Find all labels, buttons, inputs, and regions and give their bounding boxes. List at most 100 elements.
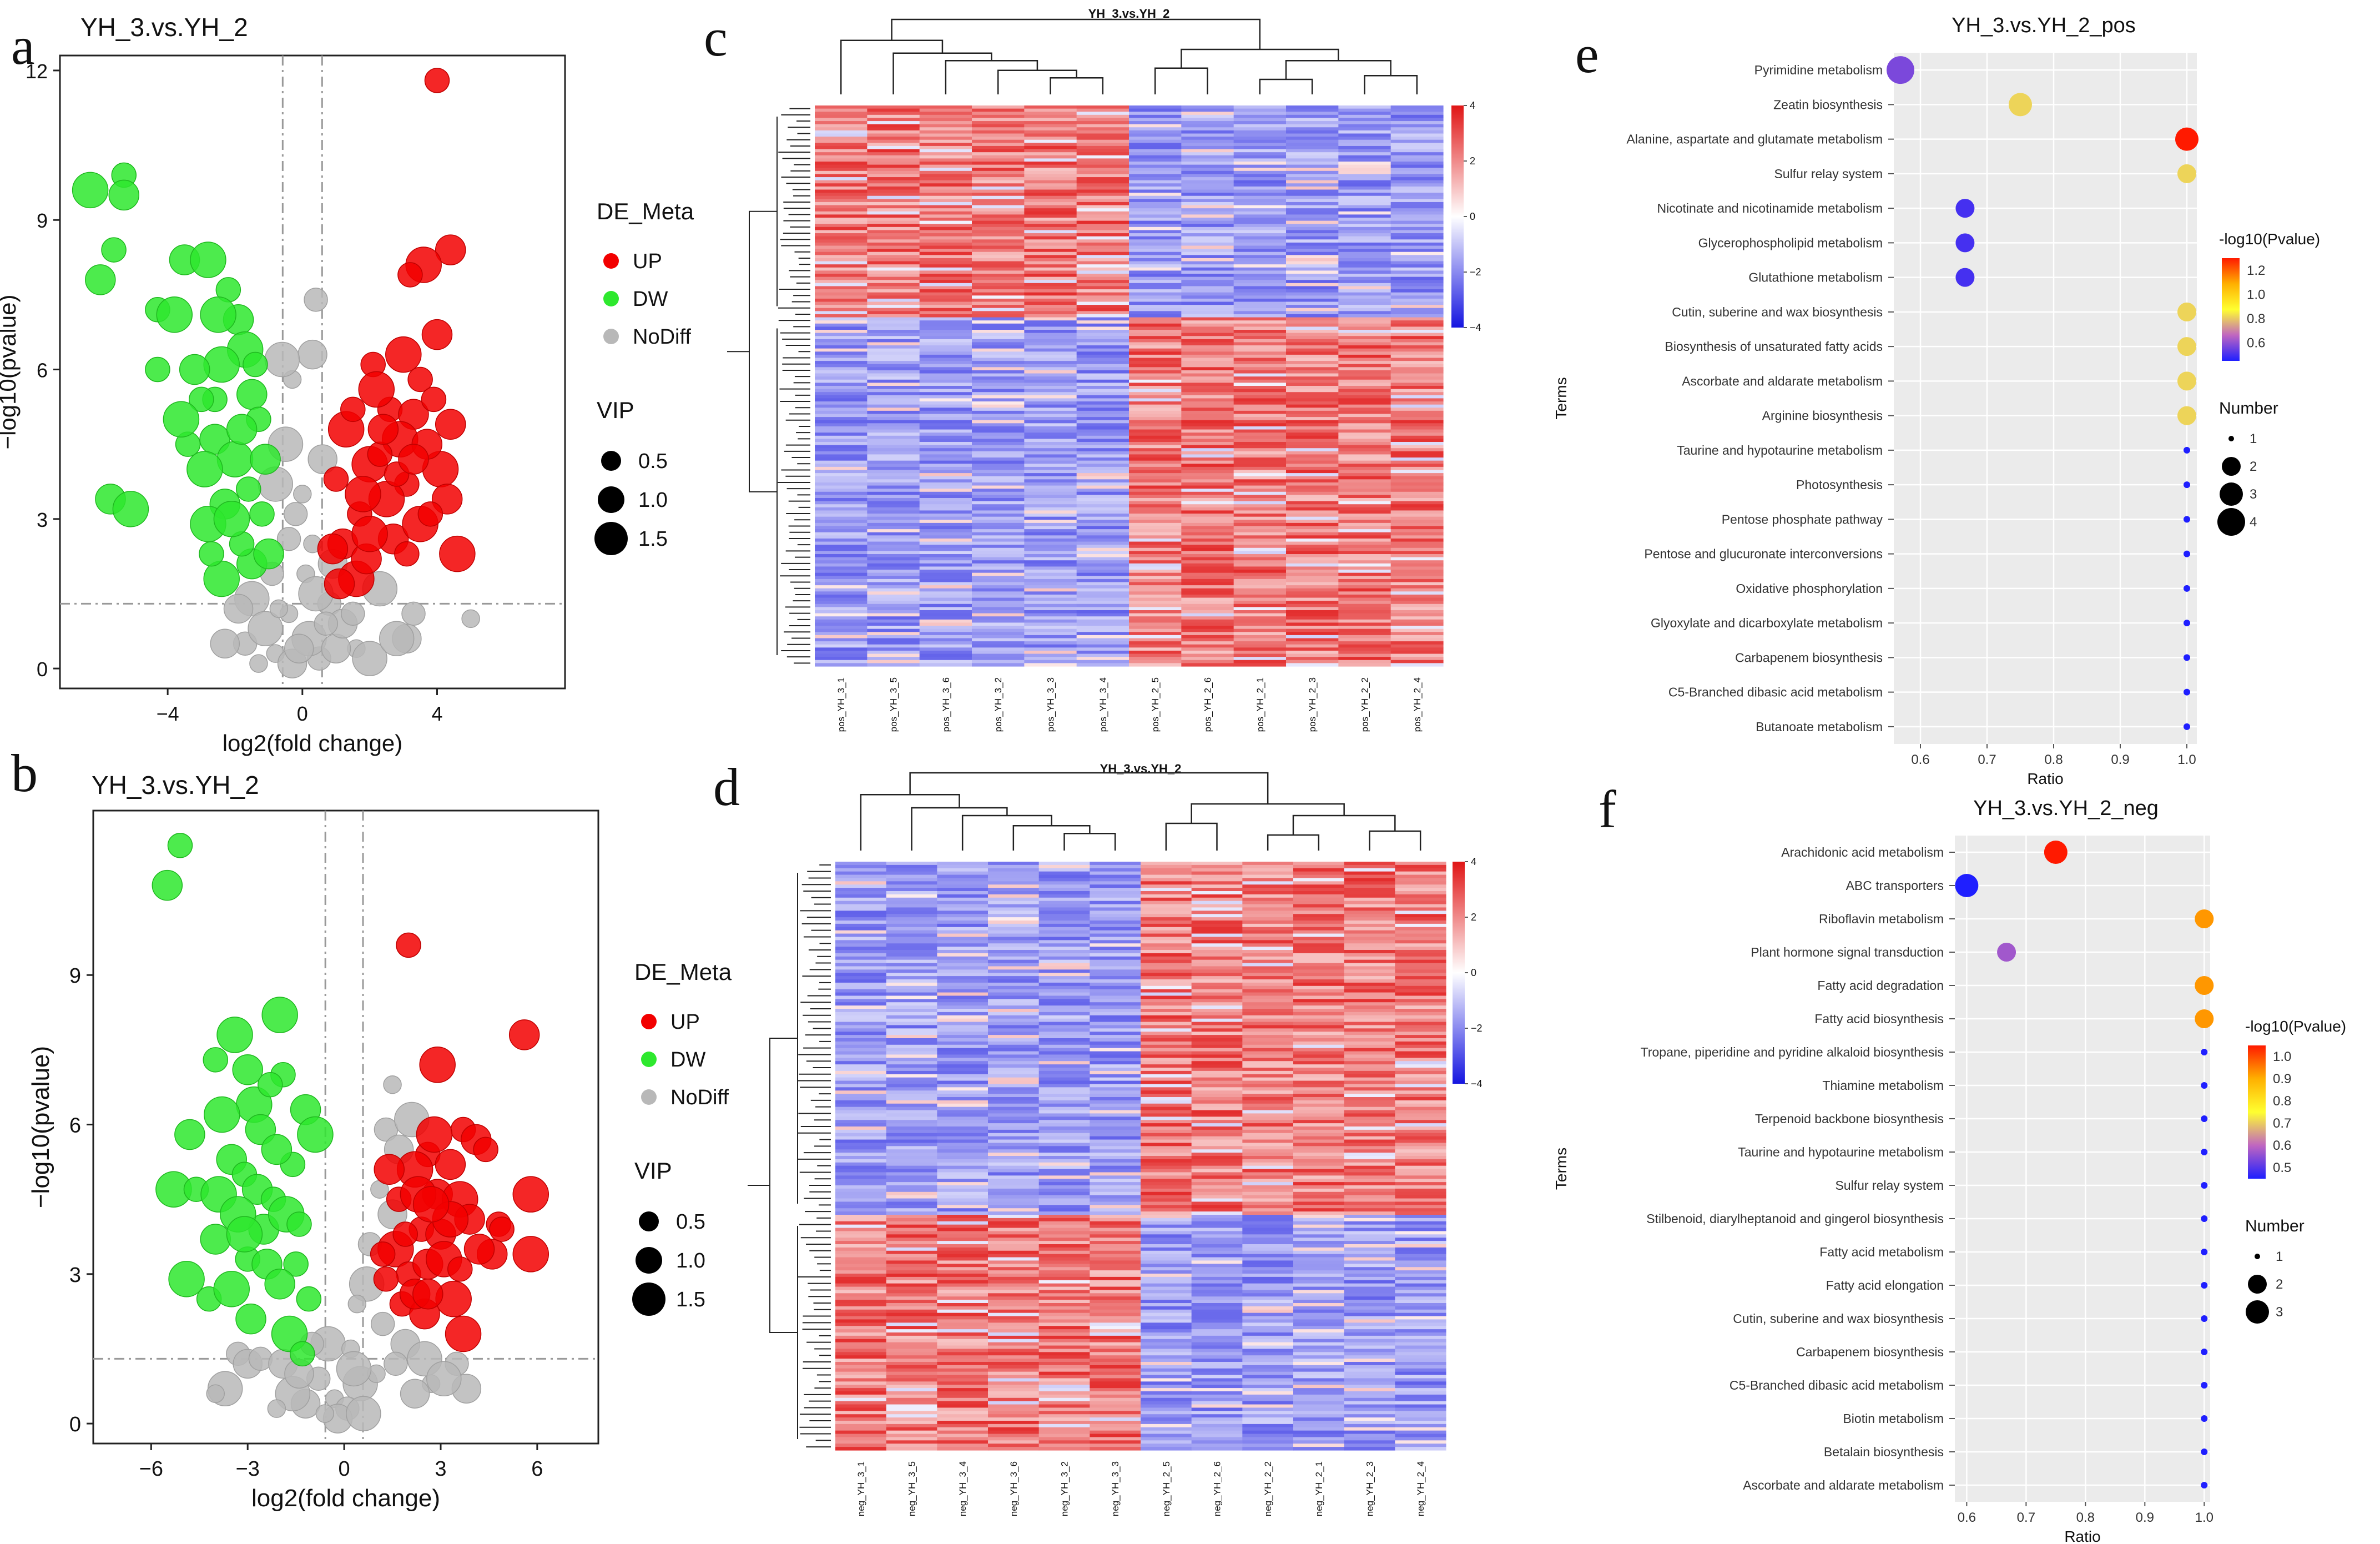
heatmap-cell xyxy=(867,255,920,259)
heatmap-cell xyxy=(1024,195,1077,199)
heatmap-cell xyxy=(1076,579,1130,583)
heatmap-cell xyxy=(1286,454,1339,458)
heatmap-cell xyxy=(1181,485,1234,489)
heatmap-cell xyxy=(1390,158,1444,162)
heatmap-cell xyxy=(1293,940,1345,944)
heatmap-cell xyxy=(972,414,1025,418)
heatmap-cell xyxy=(1233,657,1287,661)
heatmap-cell xyxy=(1242,1064,1294,1068)
heatmap-cell xyxy=(919,526,972,530)
heatmap-cell xyxy=(886,1342,937,1346)
heatmap-cell xyxy=(1129,239,1182,243)
heatmap-cell xyxy=(815,283,868,287)
heatmap-cell xyxy=(1090,1437,1141,1441)
heatmap-cell xyxy=(937,1381,989,1385)
heatmap-cell xyxy=(1038,1345,1090,1350)
heatmap-cell xyxy=(1395,1090,1446,1094)
heatmap-cell xyxy=(1338,432,1391,436)
heatmap-cell xyxy=(1286,189,1339,193)
heatmap-cell xyxy=(815,270,868,274)
heatmap-cell xyxy=(867,663,920,667)
heatmap-cell xyxy=(886,1120,937,1124)
heatmap-cell xyxy=(867,127,920,131)
heatmap-cell xyxy=(886,1077,937,1082)
heatmap-cell xyxy=(1344,1165,1395,1170)
heatmap-cell xyxy=(1286,420,1339,424)
heatmap-cell xyxy=(1344,1355,1395,1359)
heatmap-cell xyxy=(1090,1090,1141,1094)
heatmap-cell xyxy=(988,1041,1040,1045)
heatmap-cell xyxy=(1390,588,1444,592)
heatmap-cell xyxy=(1344,1175,1395,1179)
heatmap-cell xyxy=(919,423,972,427)
heatmap-cell xyxy=(886,1430,937,1435)
heatmap-cell xyxy=(815,514,868,517)
heatmap-cell xyxy=(1293,973,1345,977)
heatmap-cell xyxy=(919,451,972,455)
heatmap-cell xyxy=(988,985,1040,990)
heatmap-cell xyxy=(1293,1224,1345,1229)
column-dendrogram xyxy=(860,772,1421,851)
heatmap-cell xyxy=(835,897,887,902)
heatmap-cell xyxy=(1191,1244,1243,1248)
heatmap-cell xyxy=(886,1032,937,1035)
heatmap-cell xyxy=(1286,152,1339,156)
heatmap-cell xyxy=(1076,660,1130,663)
heatmap-cell xyxy=(1129,258,1182,262)
heatmap-cell xyxy=(835,1417,887,1421)
heatmap-cell xyxy=(1024,301,1077,305)
heatmap-cell xyxy=(1395,871,1446,876)
heatmap-cell xyxy=(919,579,972,583)
heatmap-cell xyxy=(886,1156,937,1160)
heatmap-cell xyxy=(1038,1169,1090,1173)
heatmap-cell xyxy=(1233,435,1287,439)
heatmap-cell xyxy=(1286,220,1339,224)
heatmap-cell xyxy=(867,398,920,402)
heatmap-cell xyxy=(1076,143,1130,147)
heatmap-cell xyxy=(1181,139,1234,143)
heatmap-cell xyxy=(1286,295,1339,299)
heatmap-cell xyxy=(1338,114,1391,119)
heatmap-cell xyxy=(988,1434,1040,1438)
heatmap-cell xyxy=(1090,947,1141,950)
heatmap-cell xyxy=(1090,881,1141,885)
heatmap-cell xyxy=(1038,1100,1090,1104)
heatmap-cell xyxy=(1129,383,1182,386)
heatmap-cell xyxy=(1038,1238,1090,1241)
heatmap-cell xyxy=(1129,280,1182,284)
heatmap-cell xyxy=(1286,124,1339,128)
heatmap-cell xyxy=(835,1054,887,1058)
heatmap-cell xyxy=(1242,1084,1294,1088)
heatmap-cell xyxy=(919,576,972,580)
heatmap-cell xyxy=(1129,529,1182,533)
heatmap-cell xyxy=(1233,180,1287,184)
heatmap-cell xyxy=(919,464,972,467)
heatmap-cell xyxy=(988,943,1040,947)
point-nodiff xyxy=(336,1351,372,1387)
heatmap-cell xyxy=(988,904,1040,908)
heatmap-cell xyxy=(1242,1329,1294,1333)
heatmap-cell xyxy=(1390,635,1444,639)
heatmap-cell xyxy=(1129,526,1182,530)
heatmap-cell xyxy=(886,1100,937,1104)
heatmap-cell xyxy=(1038,1290,1090,1294)
heatmap-cell xyxy=(1242,1290,1294,1294)
heatmap-cell xyxy=(1338,314,1391,318)
heatmap-cell xyxy=(1233,628,1287,632)
heatmap-cell xyxy=(1038,871,1090,876)
heatmap-cell xyxy=(815,547,868,551)
heatmap-cell xyxy=(1242,1362,1294,1366)
heatmap-cell xyxy=(1242,1028,1294,1032)
heatmap-cell xyxy=(1076,145,1130,150)
heatmap-cell xyxy=(1129,205,1182,209)
heatmap-cell xyxy=(972,155,1025,159)
heatmap-cell xyxy=(1191,1087,1243,1091)
panel-letter-a: a xyxy=(11,16,35,76)
heatmap-cell xyxy=(937,911,989,914)
heatmap-cell xyxy=(1038,1300,1090,1304)
heatmap-cell xyxy=(1344,1322,1395,1326)
heatmap-cell xyxy=(1233,563,1287,567)
heatmap-cell xyxy=(1233,554,1287,558)
heatmap-cell xyxy=(1390,610,1444,614)
heatmap-cell xyxy=(1395,1146,1446,1150)
